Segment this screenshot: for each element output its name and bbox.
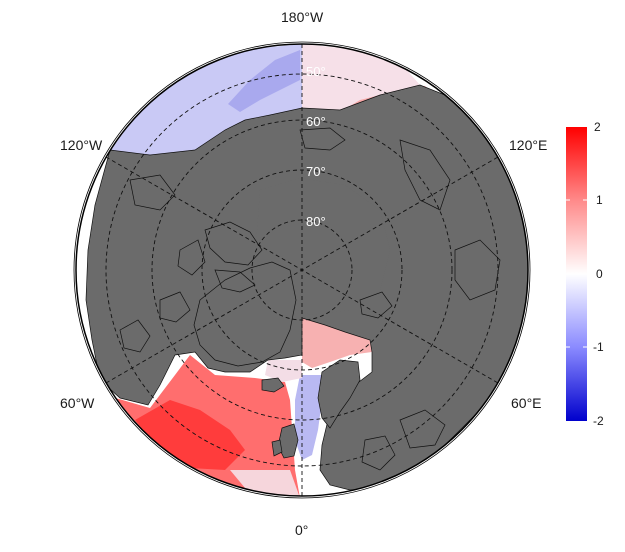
lat-circle-50 (105, 73, 499, 467)
lat-circle-60 (151, 119, 453, 421)
colorbar-tick-0: 0 (596, 267, 603, 281)
colorbar-tick-neg2: -2 (593, 414, 604, 428)
lon-label-120e: 120°E (509, 137, 548, 153)
colorbar-tick-neg1: -1 (593, 340, 604, 354)
land-scandinavia (317, 359, 361, 429)
lon-label-0: 0° (295, 522, 309, 538)
coastline-details (119, 127, 501, 486)
colorbar-ticks (566, 199, 587, 348)
anomaly-north-sea (295, 375, 325, 460)
anomaly-greenland-sea (265, 360, 302, 382)
lon-label-60e: 60°E (511, 395, 542, 411)
lat-label-60: 60° (306, 114, 326, 129)
anomaly-north-atlantic-core (135, 400, 245, 470)
lon-label-120w: 120°W (60, 137, 103, 153)
map-content: 50° 60° 70° 80° (76, 44, 528, 496)
lon-label-180w: 180°W (281, 9, 324, 25)
colorbar-scale (566, 127, 587, 421)
colorbar-tick-2: 2 (594, 120, 601, 134)
anomaly-pacific-east (302, 44, 420, 110)
map-border (75, 43, 529, 497)
lat-label-80: 80° (306, 214, 326, 229)
lat-label-50: 50° (306, 64, 326, 79)
map-border-outer (73, 41, 531, 499)
anomaly-bering-core (228, 50, 300, 112)
colorbar-tick-1: 1 (596, 193, 603, 207)
lon-label-60w: 60°W (60, 395, 95, 411)
meridian-60w-120e (105, 156, 499, 384)
graticule (105, 44, 499, 496)
lat-label-70: 70° (306, 164, 326, 179)
land-iceland (261, 377, 285, 393)
anomaly-barents (302, 318, 372, 368)
land-ireland (271, 439, 283, 457)
